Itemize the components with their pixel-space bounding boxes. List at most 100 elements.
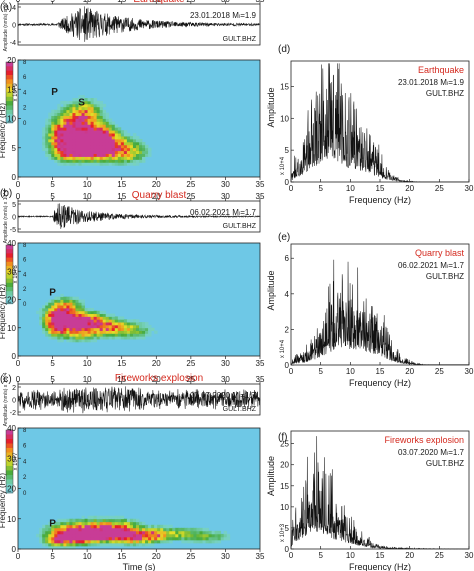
spectrogram-cell: [63, 141, 67, 146]
spectrogram-cell: [54, 330, 58, 334]
spectrogram-cell: [105, 542, 110, 547]
spectrogram-cell: [63, 109, 67, 114]
spectrogram-cell: [129, 136, 134, 140]
spectrogram-cell: [48, 313, 52, 317]
spectrogram-cell: [84, 162, 88, 166]
x-tick-label: 15: [117, 552, 126, 561]
spectrogram-cell: [75, 333, 79, 337]
spectrogram-cell: [129, 324, 134, 329]
spectrogram-cell: [93, 141, 98, 146]
spectrogram-cell: [81, 136, 85, 140]
spectrogram-cell: [193, 530, 197, 535]
spectrogram-cell: [135, 327, 140, 331]
spectrogram-cell: [114, 162, 119, 166]
spectrogram-cell: [129, 521, 134, 526]
spectrogram-cell: [135, 524, 140, 529]
seismogram-trace: [17, 6, 261, 42]
spectrogram-cell: [72, 150, 76, 154]
spectrogram-cell: [193, 527, 197, 532]
spectrogram-cell: [123, 542, 128, 547]
spectrogram-cell: [54, 153, 58, 157]
spectrogram-cell: [54, 121, 58, 125]
colorbar-segment: [6, 447, 13, 453]
spectrogram-cell: [117, 527, 122, 532]
spectrogram-cell: [96, 136, 101, 140]
spectrogram-cell: [90, 127, 95, 131]
spectrogram-cell: [45, 330, 49, 334]
spectrogram-cell: [123, 150, 128, 154]
spectrogram-cell: [42, 133, 46, 137]
spectrogram-cell: [120, 518, 125, 523]
spectrogram-cell: [69, 299, 73, 303]
spectrogram-cell: [69, 112, 73, 116]
spectrogram-cell: [102, 515, 107, 520]
x-tick-label: 10: [83, 0, 92, 4]
spectrogram-cell: [72, 299, 76, 303]
spectrogram-cell: [45, 118, 49, 122]
x-tick-label: 25: [186, 180, 195, 189]
spectrogram-cell: [60, 293, 64, 298]
spectrogram-cell: [93, 159, 98, 163]
colorbar-tick-label: 8: [23, 428, 27, 434]
spectrogram-cell: [54, 118, 58, 122]
spectrogram-cell: [72, 316, 76, 320]
spectrogram-cell: [45, 138, 49, 143]
spectrogram-cell: [63, 127, 67, 131]
spectrogram-cell: [81, 141, 85, 146]
spectrogram-cell: [175, 527, 179, 532]
spectrogram-cell: [51, 327, 55, 331]
spectrogram-cell: [78, 138, 82, 143]
spectrogram-cell: [135, 322, 140, 326]
spectrogram-cell: [90, 106, 95, 111]
spectrogram-cell: [54, 299, 58, 303]
spectrogram-cell: [60, 322, 64, 326]
spectrogram-cell: [154, 530, 158, 535]
spectrogram-cell: [145, 147, 149, 152]
spectrogram-cell: [93, 153, 98, 157]
spectrogram-cell: [117, 518, 122, 523]
spectrogram-cell: [72, 339, 76, 343]
x-tick-label: 30: [465, 367, 474, 376]
y-tick-label: 15: [7, 85, 16, 94]
spectrogram-cell: [117, 144, 122, 149]
spectrogram-cell: [139, 147, 143, 152]
spectrogram-cell: [54, 313, 58, 317]
spectrogram-cell: [51, 115, 55, 119]
spectrogram-cell: [57, 539, 61, 544]
spectrogram-cell: [99, 524, 104, 529]
spectrogram-cell: [72, 103, 76, 108]
spectrogram-cell: [66, 324, 70, 329]
spectrogram-cell: [96, 130, 101, 134]
spectrogram-cell: [81, 95, 85, 99]
spectrogram-cell: [135, 319, 140, 323]
y-tick-label: 0: [285, 178, 290, 187]
spectrogram-cell: [87, 130, 91, 134]
spectrogram-cell: [57, 327, 61, 331]
spectrogram-cell: [123, 324, 128, 329]
spectrogram-cell: [114, 127, 119, 131]
spectrogram-cell: [87, 159, 91, 163]
spectrogram-cell: [99, 100, 104, 105]
spectrogram-cell: [96, 103, 101, 108]
spectrogram-cell: [51, 527, 55, 532]
spectrogram-cell: [93, 521, 98, 526]
spectrogram-cell: [72, 336, 76, 340]
spectrogram-cell: [81, 159, 85, 163]
colorbar-segment: [6, 282, 13, 288]
spectrogram-cell: [63, 319, 67, 323]
spectrogram-cell: [57, 141, 61, 146]
spectrogram-cell: [105, 112, 110, 116]
spectrogram-cell: [120, 316, 125, 320]
spectrogram-cell: [81, 150, 85, 154]
spectrogram-cell: [57, 319, 61, 323]
spectrogram-cell: [117, 147, 122, 152]
spectrogram-cell: [69, 103, 73, 108]
spectrogram-cell: [142, 153, 146, 157]
spectrogram-cell: [66, 115, 70, 119]
spectrogram-cell: [120, 327, 125, 331]
spectrogram-cell: [139, 524, 143, 529]
spectrogram-cell: [126, 527, 131, 532]
spectrogram-cell: [117, 136, 122, 140]
spectrogram-cell: [69, 150, 73, 154]
amplitude-scale-label: x 10+4: [280, 339, 286, 358]
